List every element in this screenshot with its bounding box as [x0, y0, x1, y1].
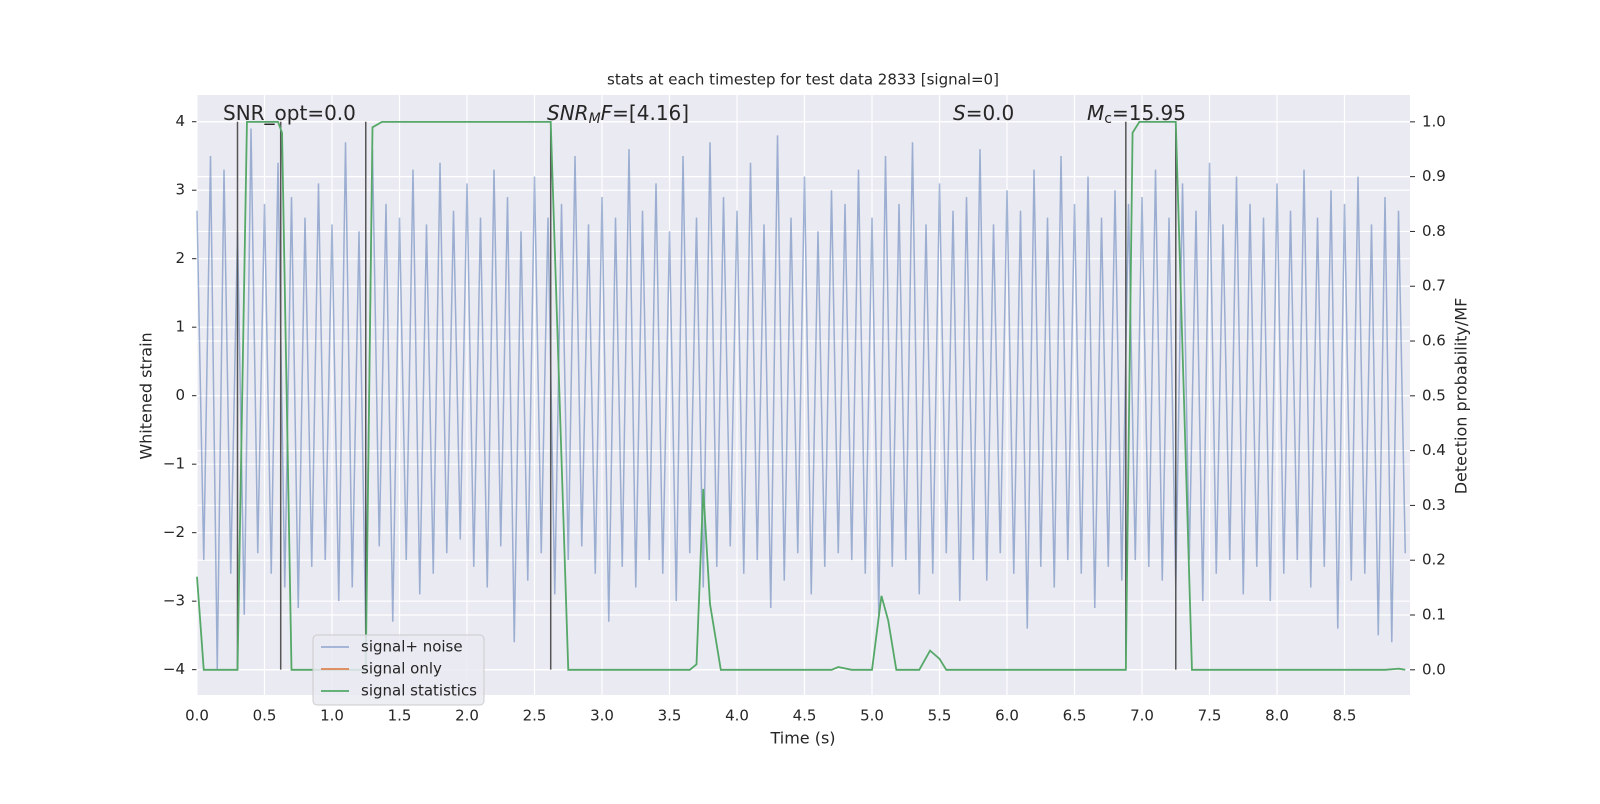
y-tick-label: −2: [163, 523, 185, 541]
plot-area: [197, 95, 1410, 695]
y-tick-label: 3: [175, 181, 185, 199]
x-tick-label: 4.5: [793, 707, 817, 725]
y-tick-label: 1: [175, 318, 185, 336]
annotation-part: =0.0: [966, 101, 1015, 125]
annotation: SNR_opt=0.0: [223, 101, 356, 125]
x-tick-label: 1.0: [320, 707, 344, 725]
y-axis-label: Whitened strain: [137, 332, 156, 459]
y-tick-label: 0: [175, 386, 185, 404]
x-tick-label: 6.5: [1063, 707, 1087, 725]
chart-title: stats at each timestep for test data 283…: [607, 71, 999, 89]
series-line: [196, 128, 1407, 670]
y2-tick-label: 0.9: [1422, 167, 1446, 185]
x-axis-label: Time (s): [769, 729, 835, 748]
legend-label: signal+ noise: [361, 638, 463, 656]
x-tick-label: 3.5: [658, 707, 682, 725]
annotation-part: M: [589, 111, 601, 127]
y-tick-label: 4: [175, 112, 185, 130]
x-tick-label: 3.0: [590, 707, 614, 725]
x-tick-label: 4.0: [725, 707, 749, 725]
y2-tick-label: 0.1: [1422, 606, 1446, 624]
y-tick-label: −3: [163, 592, 185, 610]
x-tick-label: 0.0: [185, 707, 209, 725]
x-tick-label: 5.5: [928, 707, 952, 725]
x-tick-label: 8.0: [1265, 707, 1289, 725]
y2-tick-label: 0.6: [1422, 332, 1446, 350]
y2-tick-label: 0.4: [1422, 441, 1446, 459]
annotation-part: F: [601, 101, 613, 125]
annotation-part: =15.95: [1112, 101, 1186, 125]
y2-tick-label: 0.3: [1422, 496, 1446, 514]
x-tick-label: 8.5: [1333, 707, 1357, 725]
legend-label: signal only: [361, 660, 442, 678]
y2-tick-label: 0.0: [1422, 660, 1446, 678]
annotation-part: =[4.16]: [612, 101, 689, 125]
series-line: [196, 120, 1406, 671]
y2-tick-label: 1.0: [1422, 112, 1446, 130]
x-tick-label: 6.0: [995, 707, 1019, 725]
x-tick-label: 7.5: [1198, 707, 1222, 725]
annotation-part: c: [1104, 111, 1112, 127]
y-tick-label: 2: [175, 249, 185, 267]
x-tick-label: 0.5: [253, 707, 277, 725]
y-tick-label: −4: [163, 660, 185, 678]
x-tick-label: 2.0: [455, 707, 479, 725]
x-tick-label: 1.5: [388, 707, 412, 725]
y2-axis-label: Detection probability/MF: [1452, 298, 1471, 495]
annotation-part: M: [1087, 101, 1104, 125]
y-tick-label: −1: [163, 455, 185, 473]
y2-tick-label: 0.2: [1422, 551, 1446, 569]
legend-label: signal statistics: [361, 682, 477, 700]
annotation: S=0.0: [953, 101, 1014, 125]
y2-tick-label: 0.8: [1422, 222, 1446, 240]
x-tick-label: 2.5: [523, 707, 547, 725]
x-tick-label: 7.0: [1130, 707, 1154, 725]
legend-box: [312, 634, 485, 706]
annotation-part: S: [953, 101, 966, 125]
annotation: Mc=15.95: [1087, 101, 1186, 128]
annotation: SNRMF=[4.16]: [547, 101, 689, 128]
y2-tick-label: 0.5: [1422, 386, 1446, 404]
annotation-part: SNR: [547, 101, 589, 125]
annotation-part: SNR_opt=0.0: [223, 101, 356, 125]
y2-tick-label: 0.7: [1422, 277, 1446, 295]
x-tick-label: 5.0: [860, 707, 884, 725]
